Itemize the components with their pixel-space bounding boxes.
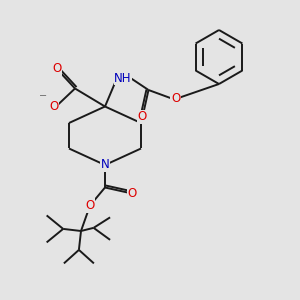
- Text: O: O: [138, 110, 147, 124]
- Text: O: O: [128, 187, 136, 200]
- Text: NH: NH: [114, 71, 132, 85]
- Text: −: −: [39, 91, 48, 101]
- Text: O: O: [50, 100, 58, 113]
- Text: O: O: [171, 92, 180, 106]
- Text: O: O: [85, 199, 94, 212]
- Text: O: O: [52, 62, 62, 76]
- Text: N: N: [100, 158, 109, 172]
